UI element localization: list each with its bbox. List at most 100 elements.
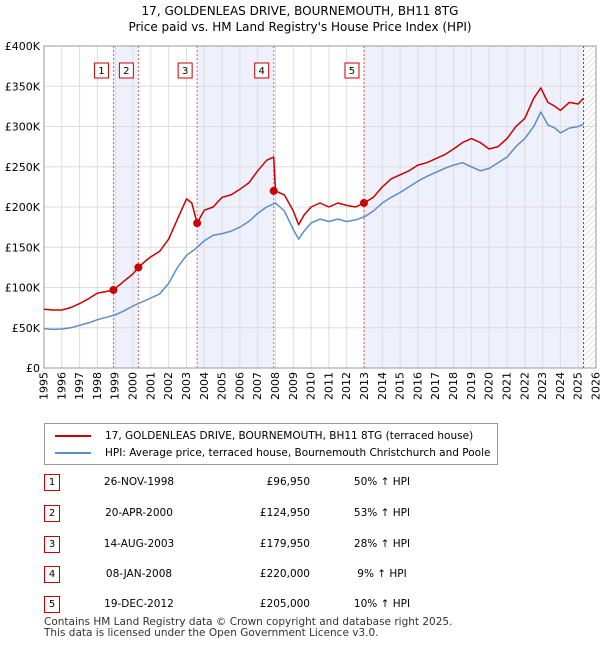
x-tick-label: 2020: [483, 372, 496, 400]
x-tick-label: 2002: [162, 372, 175, 400]
x-tick-label: 2022: [518, 372, 531, 400]
x-tick-label: 2017: [429, 372, 442, 400]
transaction-label: 2: [118, 62, 134, 79]
plot-frame: [43, 45, 597, 369]
x-tick-label: 2016: [411, 372, 424, 400]
x-tick-label: 2026: [590, 372, 600, 400]
y-tick-label: £50K: [12, 322, 41, 335]
transaction-price: £179,950: [259, 538, 310, 550]
transaction-price: £220,000: [259, 568, 310, 580]
x-tick-label: 2025: [572, 372, 585, 400]
x-tick-label: 2006: [233, 372, 246, 400]
x-tick-label: 2011: [322, 372, 335, 400]
transaction-date: 20-APR-2000: [105, 507, 173, 519]
y-tick-label: £350K: [5, 80, 41, 93]
table-row: 3 14-AUG-2003 £179,950 28% ↑ HPI: [44, 536, 464, 554]
transaction-point: [269, 186, 278, 195]
x-tick-label: 2019: [465, 372, 478, 400]
series-line-hpi: [43, 111, 584, 331]
x-tick-label: 2023: [536, 372, 549, 400]
footer-copyright: Contains HM Land Registry data © Crown c…: [44, 616, 453, 628]
legend: 17, GOLDENLEAS DRIVE, BOURNEMOUTH, BH11 …: [44, 423, 498, 465]
x-tick-label: 2008: [269, 372, 282, 400]
legend-swatch-red: [55, 435, 91, 437]
transaction-label-text: 5: [349, 66, 355, 77]
x-tick-label: 2024: [554, 372, 567, 400]
transaction-label-text: 4: [259, 66, 265, 77]
x-tick-label: 2012: [340, 372, 353, 400]
transaction-label-box: [177, 62, 193, 79]
y-tick-label: £400K: [5, 40, 41, 53]
transaction-point: [359, 198, 368, 207]
transaction-number: 2: [44, 505, 60, 522]
transaction-date: 08-JAN-2008: [105, 568, 173, 580]
transaction-point: [134, 263, 143, 272]
transaction-label: 1: [93, 62, 109, 79]
x-tick-label: 2018: [447, 372, 460, 400]
x-tick-label: 2014: [376, 372, 389, 400]
x-tick-label: 2003: [180, 372, 193, 400]
transaction-label: 5: [344, 62, 360, 79]
transaction-hpi: 53% ↑ HPI: [353, 507, 411, 519]
x-tick-label: 2015: [394, 372, 407, 400]
x-tick-label: 2000: [127, 372, 140, 400]
transaction-label-text: 1: [98, 66, 104, 77]
x-tick-label: 2013: [358, 372, 371, 400]
x-tick-label: 1999: [109, 372, 122, 400]
chart-title-line1: 17, GOLDENLEAS DRIVE, BOURNEMOUTH, BH11 …: [141, 4, 459, 18]
y-tick-label: £100K: [5, 282, 41, 295]
y-tick-label: £150K: [5, 241, 41, 254]
x-tick-label: 2010: [305, 372, 318, 400]
transaction-hpi: 9% ↑ HPI: [357, 568, 407, 580]
transaction-date: 14-AUG-2003: [103, 538, 175, 550]
x-tick-label: 2001: [144, 372, 157, 400]
transaction-label: 3: [177, 62, 193, 79]
legend-item-hpi: HPI: Average price, terraced house, Bour…: [55, 445, 490, 461]
x-tick-label: 1996: [55, 372, 68, 400]
legend-label-property: 17, GOLDENLEAS DRIVE, BOURNEMOUTH, BH11 …: [105, 430, 474, 442]
legend-label-hpi: HPI: Average price, terraced house, Bour…: [105, 447, 491, 459]
transaction-number: 1: [44, 474, 60, 491]
legend-item-property: 17, GOLDENLEAS DRIVE, BOURNEMOUTH, BH11 …: [55, 428, 473, 444]
transaction-label-box: [344, 62, 360, 79]
transaction-number: 3: [44, 536, 60, 553]
transaction-point: [193, 219, 202, 228]
y-tick-label: £300K: [5, 121, 41, 134]
table-row: 5 19-DEC-2012 £205,000 10% ↑ HPI: [44, 596, 464, 614]
transaction-price: £124,950: [259, 507, 310, 519]
transaction-number: 4: [44, 566, 60, 583]
x-tick-label: 2009: [287, 372, 300, 400]
table-row: 4 08-JAN-2008 £220,000 9% ↑ HPI: [44, 566, 464, 584]
footer-licence: This data is licensed under the Open Gov…: [44, 627, 379, 639]
transaction-hpi: 50% ↑ HPI: [353, 476, 411, 488]
table-row: 1 26-NOV-1998 £96,950 50% ↑ HPI: [44, 474, 464, 492]
transaction-label-box: [118, 62, 134, 79]
transaction-point: [109, 285, 118, 294]
transaction-price: £205,000: [259, 598, 310, 610]
x-tick-label: 2004: [198, 372, 211, 400]
x-tick-label: 1995: [38, 372, 51, 400]
x-tick-label: 1997: [73, 372, 86, 400]
transaction-date: 26-NOV-1998: [103, 476, 175, 488]
table-row: 2 20-APR-2000 £124,950 53% ↑ HPI: [44, 505, 464, 523]
transaction-label: 4: [254, 62, 270, 79]
y-tick-label: £250K: [5, 161, 41, 174]
chart-title-line2: Price paid vs. HM Land Registry's House …: [128, 20, 472, 34]
x-tick-label: 2021: [500, 372, 513, 400]
transaction-label-box: [93, 62, 109, 79]
transaction-price: £96,950: [266, 476, 310, 488]
y-tick-label: £0: [26, 362, 40, 375]
transaction-label-text: 3: [182, 66, 188, 77]
transaction-hpi: 28% ↑ HPI: [353, 538, 411, 550]
transaction-label-box: [254, 62, 270, 79]
transaction-date: 19-DEC-2012: [104, 598, 174, 610]
x-tick-label: 1998: [91, 372, 104, 400]
price-chart: 1 2 3 4 5 £0 £50K £100K £150K £200K £250K £300K £350…: [5, 40, 600, 400]
y-tick-label: £200K: [5, 201, 41, 214]
transaction-hpi: 10% ↑ HPI: [353, 598, 411, 610]
transaction-label-text: 2: [123, 66, 129, 77]
legend-swatch-blue: [55, 452, 91, 454]
footer: Contains HM Land Registry data © Crown c…: [44, 617, 452, 639]
x-tick-label: 2005: [216, 372, 229, 400]
x-tick-label: 2007: [251, 372, 264, 400]
